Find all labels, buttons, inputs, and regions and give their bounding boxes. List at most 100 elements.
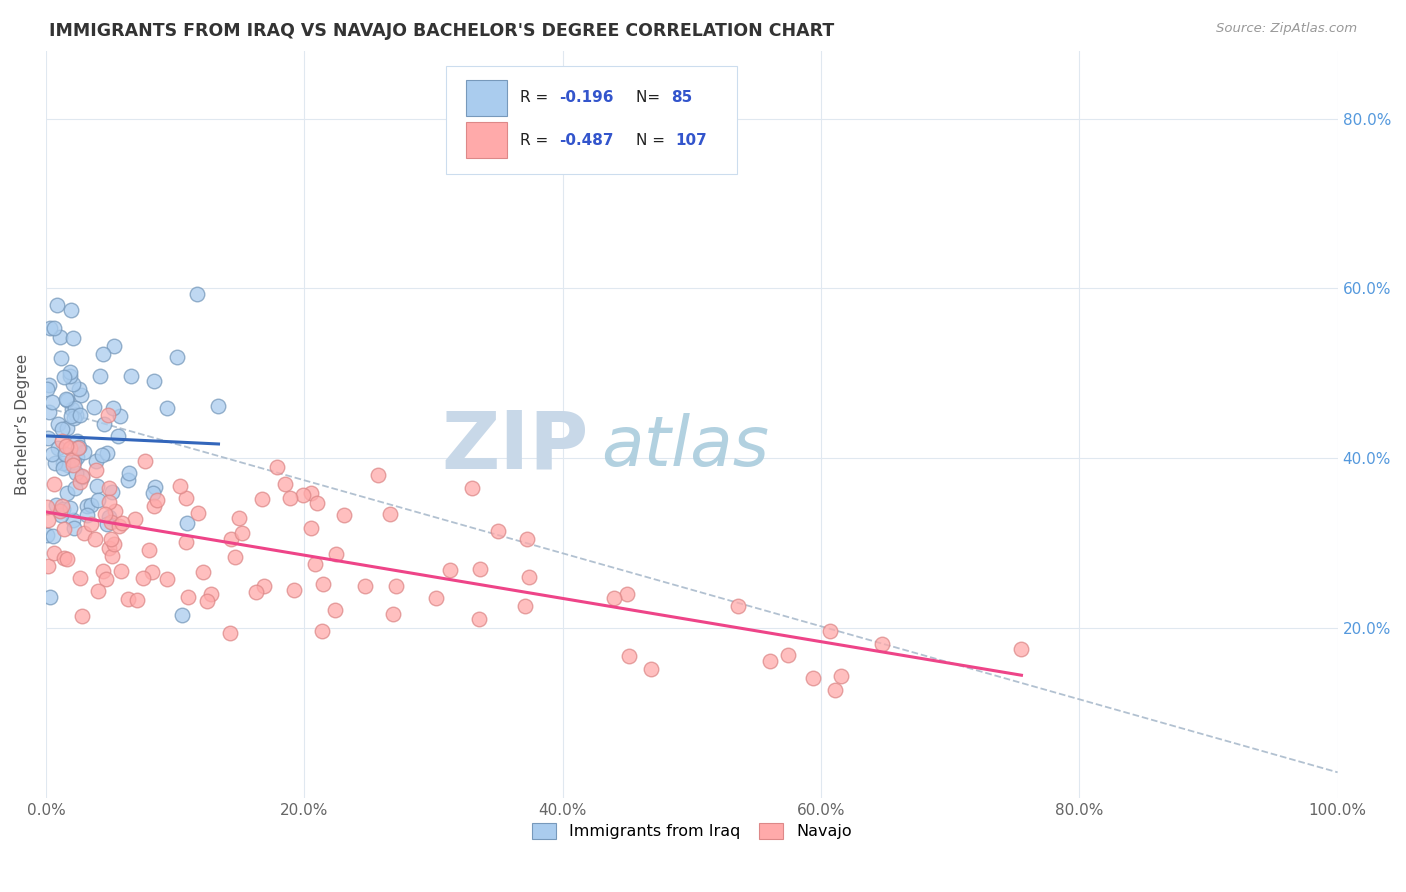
Point (59, 441, 82, 455)
Point (39, 321, 62, 335)
Point (94, 572, 117, 586)
Text: 85: 85 (671, 90, 692, 105)
Point (93, 417, 115, 432)
Point (73, 445, 96, 459)
Point (186, 287, 208, 301)
Text: Source: ZipAtlas.com: Source: ZipAtlas.com (1216, 22, 1357, 36)
Point (830, 669, 852, 683)
Point (44, 477, 66, 491)
Point (60, 409, 83, 423)
Point (640, 662, 662, 676)
Point (59, 365, 82, 379)
Point (253, 579, 276, 593)
Point (37, 431, 59, 445)
Point (56, 485, 79, 500)
Point (1010, 642, 1032, 657)
Point (37, 513, 59, 527)
Point (118, 466, 141, 480)
Point (41, 447, 63, 461)
Point (86, 479, 108, 493)
Point (603, 591, 626, 606)
Point (60, 402, 83, 417)
Point (51, 500, 73, 514)
Point (49, 503, 72, 517)
Point (63, 455, 86, 469)
Point (42, 546, 65, 560)
Point (177, 591, 200, 605)
Point (143, 480, 166, 494)
Point (90, 448, 112, 462)
Point (207, 400, 229, 414)
Point (67, 442, 90, 456)
Text: ZIP: ZIP (441, 408, 589, 485)
Point (59, 302, 82, 317)
Point (55, 421, 77, 435)
Point (63, 481, 86, 495)
Bar (465, 79, 508, 116)
Point (52, 456, 75, 470)
Point (69, 408, 91, 422)
Point (820, 624, 842, 638)
Point (727, 599, 749, 613)
Point (299, 486, 322, 500)
Point (354, 579, 377, 593)
Point (38, 405, 60, 419)
Point (195, 593, 218, 607)
Point (378, 507, 401, 521)
Text: 107: 107 (675, 133, 707, 148)
Point (53, 447, 76, 461)
Point (143, 499, 166, 513)
Point (93, 347, 115, 361)
Point (52, 461, 75, 475)
Point (117, 474, 139, 488)
Point (80, 498, 103, 512)
Text: N=: N= (637, 90, 665, 105)
Point (37, 558, 59, 573)
Point (108, 519, 131, 533)
Point (278, 491, 301, 506)
Point (101, 485, 124, 500)
Point (56, 392, 79, 407)
Point (38, 590, 60, 604)
Point (97, 510, 120, 524)
Point (425, 591, 447, 605)
Point (59, 501, 82, 516)
Point (67, 440, 90, 454)
Point (103, 401, 125, 415)
Point (304, 557, 326, 571)
Point (97, 409, 120, 423)
Point (100, 532, 122, 546)
Point (120, 369, 142, 384)
Point (51, 421, 73, 435)
Point (73, 526, 96, 541)
Point (470, 562, 492, 576)
Point (801, 671, 824, 685)
Point (110, 564, 132, 578)
Text: N =: N = (637, 133, 671, 148)
Point (245, 585, 267, 599)
Point (60, 453, 83, 467)
Point (824, 682, 846, 697)
Point (76, 508, 98, 523)
Point (176, 534, 198, 549)
Text: -0.487: -0.487 (558, 133, 613, 148)
Point (76, 500, 98, 514)
Point (134, 454, 156, 468)
Point (138, 543, 160, 558)
Point (51, 434, 73, 448)
Point (468, 612, 491, 626)
Point (516, 532, 538, 546)
Point (200, 587, 222, 601)
Point (156, 572, 179, 586)
Bar (465, 122, 508, 158)
Point (616, 587, 638, 601)
Point (44, 456, 66, 470)
Text: -0.196: -0.196 (558, 90, 613, 105)
Point (169, 479, 191, 493)
Point (46, 417, 69, 431)
Point (191, 565, 214, 579)
Point (100, 515, 122, 529)
Point (384, 579, 406, 593)
Point (382, 607, 405, 622)
Point (156, 401, 179, 415)
